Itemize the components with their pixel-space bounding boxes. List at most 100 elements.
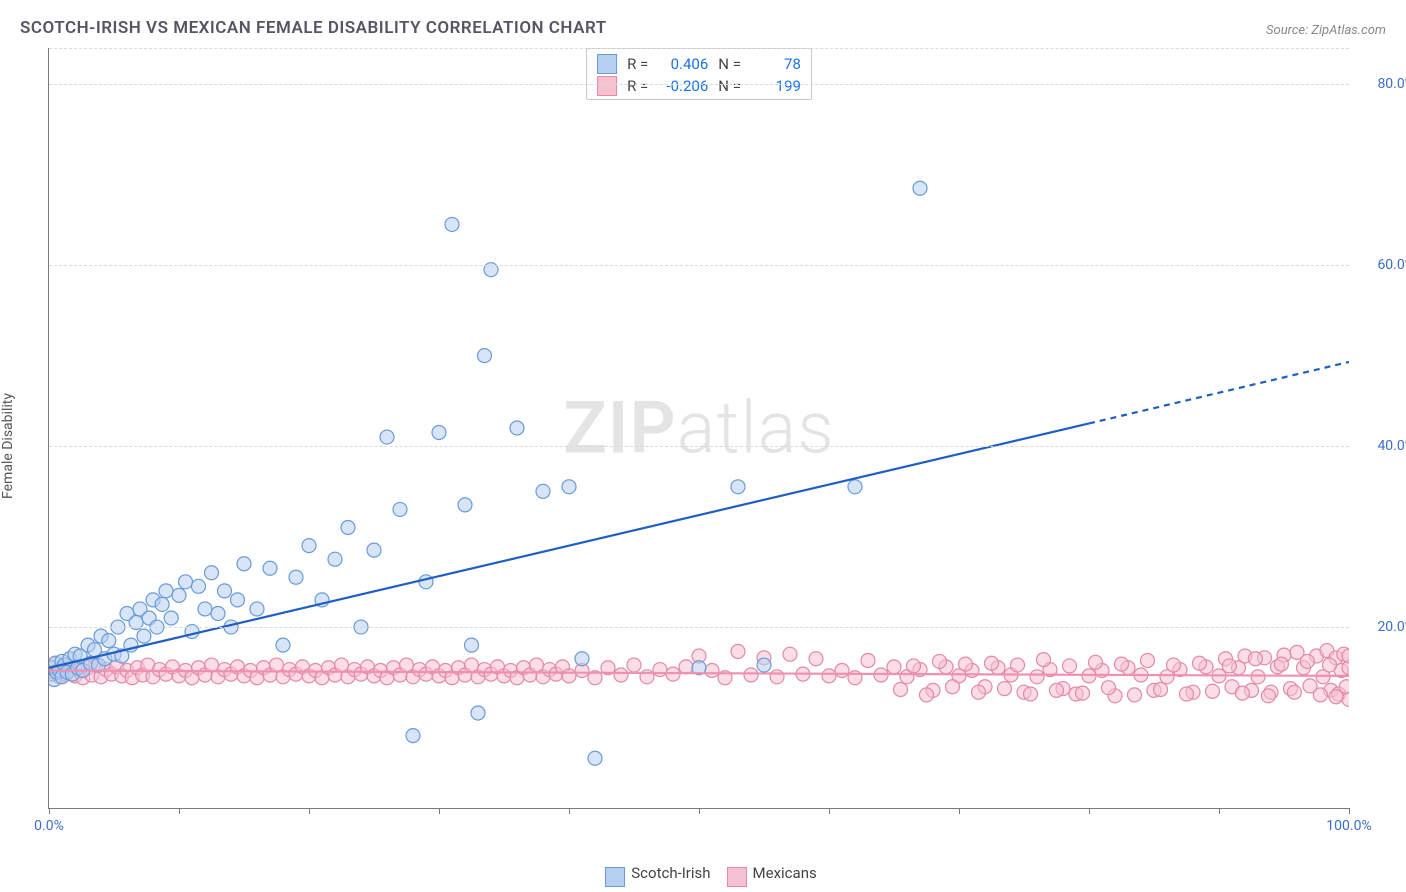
x-tick [439, 808, 440, 814]
y-tick-label: 20.0% [1377, 619, 1406, 635]
data-point [985, 656, 999, 670]
data-point [757, 658, 771, 672]
data-point [367, 543, 381, 557]
grid-line [49, 48, 1349, 49]
data-point [237, 557, 251, 571]
data-point [328, 552, 342, 566]
legend-swatch [597, 54, 617, 74]
data-point [731, 480, 745, 494]
data-point [1206, 684, 1220, 698]
data-point [393, 502, 407, 516]
data-point [1287, 685, 1301, 699]
data-point [155, 597, 169, 611]
data-point [1193, 656, 1207, 670]
x-tick [49, 808, 50, 814]
data-point [1030, 670, 1044, 684]
stat-key-n: N = [718, 75, 741, 97]
data-point [783, 647, 797, 661]
x-tick [309, 808, 310, 814]
x-tick [959, 808, 960, 814]
data-point [1128, 688, 1142, 702]
x-tick [569, 808, 570, 814]
data-point [250, 602, 264, 616]
data-point [510, 421, 524, 435]
y-tick-label: 40.0% [1377, 438, 1406, 454]
data-point [959, 657, 973, 671]
data-point [172, 588, 186, 602]
stat-val-r: 0.406 [658, 53, 708, 75]
data-point [231, 593, 245, 607]
data-point [1329, 690, 1343, 704]
data-point [263, 561, 277, 575]
data-point [137, 629, 151, 643]
data-point [679, 660, 693, 674]
data-point [380, 430, 394, 444]
data-point [1261, 689, 1275, 703]
x-tick [829, 808, 830, 814]
y-axis-label: Female Disability [0, 393, 16, 499]
data-point [972, 685, 986, 699]
data-point [920, 688, 934, 702]
data-point [1115, 657, 1129, 671]
stat-val-n: 78 [751, 53, 801, 75]
data-point [102, 634, 116, 648]
data-point [1037, 653, 1051, 667]
data-point [1011, 658, 1025, 672]
data-point [211, 606, 225, 620]
data-point [588, 751, 602, 765]
data-point [471, 706, 485, 720]
data-point [933, 654, 947, 668]
data-point [887, 660, 901, 674]
data-point [1063, 659, 1077, 673]
data-point [1323, 658, 1337, 672]
x-tick [699, 808, 700, 814]
data-point [179, 575, 193, 589]
data-point [1154, 682, 1168, 696]
data-point [1222, 659, 1236, 673]
data-point [770, 670, 784, 684]
data-point [848, 480, 862, 494]
x-tick [1089, 808, 1090, 814]
x-tick [1219, 808, 1220, 814]
grid-line [49, 265, 1349, 266]
legend-swatch [605, 867, 625, 887]
plot-svg [49, 48, 1349, 808]
data-point [653, 663, 667, 677]
data-point [894, 682, 908, 696]
legend-label: Mexicans [753, 864, 817, 882]
grid-line [49, 446, 1349, 447]
data-point [445, 217, 459, 231]
data-point [465, 638, 479, 652]
stats-row: R = 0.406 N = 78 [597, 53, 801, 75]
data-point [159, 584, 173, 598]
x-tick [179, 808, 180, 814]
data-point [289, 570, 303, 584]
data-point [478, 349, 492, 363]
data-point [861, 654, 875, 668]
source-label: Source: ZipAtlas.com [1266, 23, 1386, 38]
data-point [536, 484, 550, 498]
data-point [913, 181, 927, 195]
data-point [998, 682, 1012, 696]
data-point [1235, 686, 1249, 700]
chart-container: SCOTCH-IRISH VS MEXICAN FEMALE DISABILIT… [0, 0, 1406, 892]
bottom-legend: Scotch-IrishMexicans [0, 864, 1406, 884]
trend-line [49, 423, 1089, 667]
grid-line [49, 627, 1349, 628]
data-point [731, 644, 745, 658]
data-point [1050, 683, 1064, 697]
data-point [1102, 681, 1116, 695]
stat-key-r: R = [627, 53, 648, 75]
stat-key-n: N = [718, 53, 741, 75]
data-point [218, 584, 232, 598]
data-point [1024, 687, 1038, 701]
y-tick-label: 60.0% [1377, 257, 1406, 273]
data-point [946, 680, 960, 694]
legend-swatch [597, 76, 617, 96]
title-bar: SCOTCH-IRISH VS MEXICAN FEMALE DISABILIT… [20, 18, 1386, 38]
data-point [1274, 657, 1288, 671]
grid-line [49, 84, 1349, 85]
data-point [562, 669, 576, 683]
stats-row: R =-0.206N =199 [597, 75, 801, 97]
data-point [1313, 688, 1327, 702]
